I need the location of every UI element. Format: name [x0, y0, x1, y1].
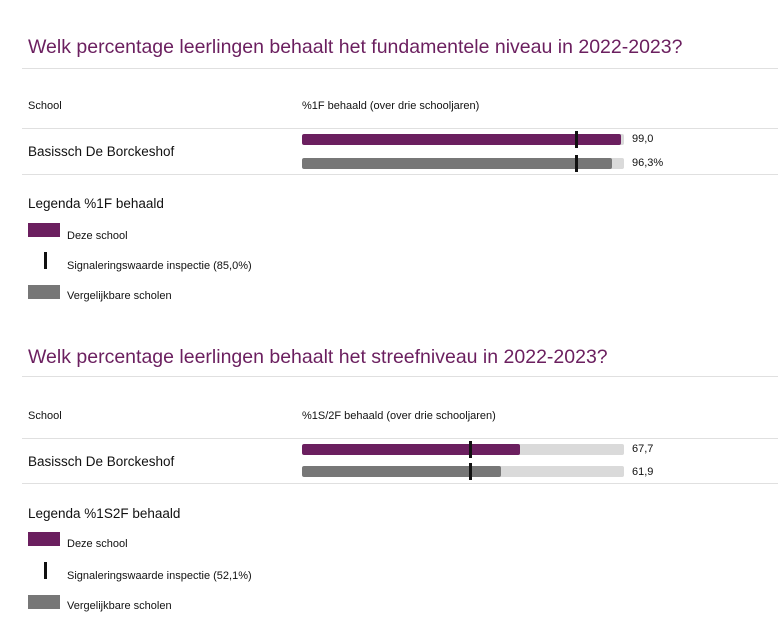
bar-compare	[302, 466, 502, 477]
bar-track-school	[302, 134, 624, 145]
legend-threshold-marker	[44, 562, 47, 579]
column-header-metric: %1S/2F behaald (over drie schooljaren)	[302, 410, 496, 422]
chart-title: Welk percentage leerlingen behaalt het s…	[28, 346, 608, 368]
school-name: Basissch De Borckeshof	[28, 144, 175, 159]
bar-track-school	[302, 444, 624, 455]
bar-school	[302, 444, 520, 455]
divider	[22, 174, 778, 175]
legend-label-threshold: Signaleringswaarde inspectie (52,1%)	[67, 570, 252, 582]
legend-title: Legenda %1F behaald	[28, 196, 164, 211]
legend-label-compare: Vergelijkbare scholen	[67, 600, 172, 612]
legend-swatch-school	[28, 532, 60, 546]
value-label-compare: 96,3%	[632, 157, 664, 169]
legend-label-compare: Vergelijkbare scholen	[67, 290, 172, 302]
legend-swatch-compare	[28, 285, 60, 299]
value-label-school: 99,0	[632, 133, 654, 145]
value-label-compare: 61,9	[632, 466, 654, 478]
value-label-school: 67,7	[632, 443, 654, 455]
divider	[22, 483, 778, 484]
legend-label-threshold: Signaleringswaarde inspectie (85,0%)	[67, 260, 252, 272]
chart-title: Welk percentage leerlingen behaalt het f…	[28, 36, 683, 58]
divider	[22, 128, 778, 129]
column-header-metric: %1F behaald (over drie schooljaren)	[302, 100, 480, 112]
threshold-marker	[574, 131, 578, 148]
column-header-school: School	[28, 100, 62, 112]
legend-swatch-school	[28, 223, 60, 237]
bar-track-compare	[302, 158, 624, 169]
column-header-school: School	[28, 410, 62, 422]
legend-label-school: Deze school	[67, 538, 128, 550]
bar-school	[302, 134, 621, 145]
divider	[22, 438, 778, 439]
divider	[22, 68, 778, 69]
legend-title: Legenda %1S2F behaald	[28, 506, 181, 521]
bar-track-compare	[302, 466, 624, 477]
legend-swatch-compare	[28, 595, 60, 609]
bar-compare	[302, 158, 613, 169]
legend-threshold-marker	[44, 252, 47, 269]
threshold-marker	[574, 155, 578, 172]
school-name: Basissch De Borckeshof	[28, 454, 175, 469]
legend-label-school: Deze school	[67, 230, 128, 242]
divider	[22, 376, 778, 377]
threshold-marker	[468, 463, 472, 480]
threshold-marker	[468, 441, 472, 458]
